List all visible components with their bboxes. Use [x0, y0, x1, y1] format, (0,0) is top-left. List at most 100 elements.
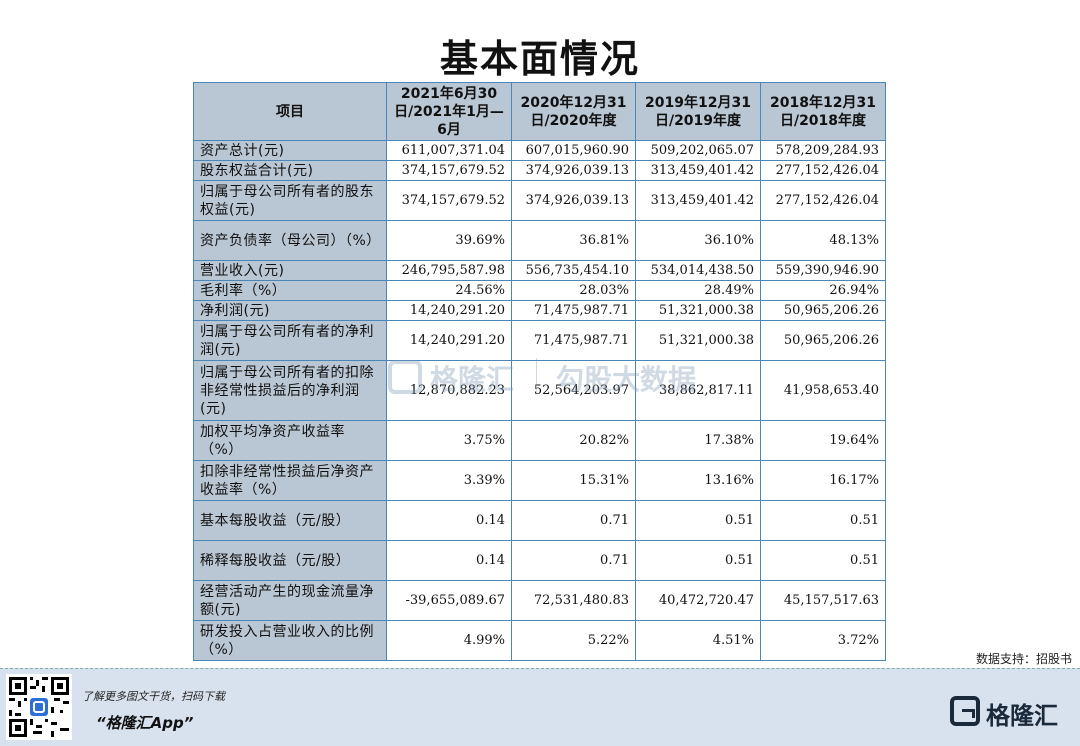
table-row: 资产总计(元) 611,007,371.04 607,015,960.90 509,2… [193, 140, 886, 161]
brand-logo: 格隆汇 [950, 692, 1070, 732]
header-period-2020: 2020年12月31日/2020年度 [511, 82, 636, 141]
row-value: 50,965,206.26 [760, 300, 886, 321]
row-label: 归属于母公司所有者的扣除非经常性损益后的净利润(元) [193, 360, 387, 421]
row-value: 45,157,517.63 [760, 580, 886, 621]
row-value: 0.71 [511, 540, 636, 581]
row-label: 资产总计(元) [193, 140, 387, 161]
data-source-note: 数据支持：招股书 [975, 652, 1072, 666]
table-row: 归属于母公司所有者的扣除非经常性损益后的净利润(元) 12,870,882.23 5… [193, 360, 886, 421]
row-value: 28.49% [635, 280, 761, 301]
row-value: 51,321,000.38 [635, 300, 761, 321]
row-value: 313,459,401.42 [635, 160, 761, 181]
row-value: 556,735,454.10 [511, 260, 636, 281]
row-value: 3.72% [760, 620, 886, 661]
footer-app-name: “格隆汇App” [96, 714, 194, 732]
row-value: 39.69% [386, 220, 512, 261]
row-label: 稀释每股收益（元/股） [193, 540, 387, 581]
row-value: 36.81% [511, 220, 636, 261]
row-label: 归属于母公司所有者的净利润(元) [193, 320, 387, 361]
row-value: 28.03% [511, 280, 636, 301]
row-value: 4.99% [386, 620, 512, 661]
table-row: 毛利率（%） 24.56% 28.03% 28.49% 26.94% [193, 280, 886, 301]
footer-tagline: 了解更多图文干货，扫码下载 [82, 690, 225, 703]
row-value: 71,475,987.71 [511, 320, 636, 361]
table-row: 经营活动产生的现金流量净额(元) -39,655,089.67 72,531,480… [193, 580, 886, 621]
footer-divider [0, 668, 1080, 670]
brand-logo-text: 格隆汇 [986, 702, 1058, 730]
row-value: 41,958,653.40 [760, 360, 886, 421]
row-value: 0.51 [760, 540, 886, 581]
row-value: 40,472,720.47 [635, 580, 761, 621]
financial-table: 项目 2021年6月30日/2021年1月—6月 2020年12月31日/202… [193, 82, 886, 661]
row-value: 509,202,065.07 [635, 140, 761, 161]
row-value: 578,209,284.93 [760, 140, 886, 161]
row-value: 0.14 [386, 500, 512, 541]
row-value: 13.16% [635, 460, 761, 501]
row-value: 0.51 [635, 500, 761, 541]
row-value: 52,564,203.97 [511, 360, 636, 421]
row-value: 16.17% [760, 460, 886, 501]
header-period-2018: 2018年12月31日/2018年度 [760, 82, 886, 141]
row-value: 607,015,960.90 [511, 140, 636, 161]
row-value: -39,655,089.67 [386, 580, 512, 621]
row-value: 374,157,679.52 [386, 160, 512, 181]
row-value: 5.22% [511, 620, 636, 661]
row-value: 15.31% [511, 460, 636, 501]
row-value: 374,157,679.52 [386, 180, 512, 221]
footer-bar: 了解更多图文干货，扫码下载 “格隆汇App” 格隆汇 [0, 668, 1080, 746]
table-row: 净利润(元) 14,240,291.20 71,475,987.71 51,321,0… [193, 300, 886, 321]
row-value: 24.56% [386, 280, 512, 301]
row-value: 48.13% [760, 220, 886, 261]
row-value: 534,014,438.50 [635, 260, 761, 281]
row-value: 277,152,426.04 [760, 180, 886, 221]
row-value: 50,965,206.26 [760, 320, 886, 361]
table-row: 股东权益合计(元) 374,157,679.52 374,926,039.13 313… [193, 160, 886, 181]
row-label: 资产负债率（母公司）（%） [193, 220, 387, 261]
table-row: 研发投入占营业收入的比例（%） 4.99% 5.22% 4.51% 3.72% [193, 620, 886, 661]
row-value: 0.71 [511, 500, 636, 541]
table-row: 归属于母公司所有者的净利润(元) 14,240,291.20 71,475,987.… [193, 320, 886, 361]
table-row: 扣除非经常性损益后净资产收益率（%） 3.39% 15.31% 13.16% 16.17… [193, 460, 886, 501]
row-value: 12,870,882.23 [386, 360, 512, 421]
row-value: 17.38% [635, 420, 761, 461]
row-value: 38,862,817.11 [635, 360, 761, 421]
row-label: 基本每股收益（元/股） [193, 500, 387, 541]
row-value: 14,240,291.20 [386, 320, 512, 361]
row-value: 559,390,946.90 [760, 260, 886, 281]
table-row: 营业收入(元) 246,795,587.98 556,735,454.10 534,0… [193, 260, 886, 281]
row-value: 3.39% [386, 460, 512, 501]
row-value: 51,321,000.38 [635, 320, 761, 361]
row-label: 归属于母公司所有者的股东权益(元) [193, 180, 387, 221]
row-value: 19.64% [760, 420, 886, 461]
table-row: 稀释每股收益（元/股） 0.14 0.71 0.51 0.51 [193, 540, 886, 581]
row-value: 3.75% [386, 420, 512, 461]
row-label: 净利润(元) [193, 300, 387, 321]
row-value: 71,475,987.71 [511, 300, 636, 321]
row-label: 毛利率（%） [193, 280, 387, 301]
table-row: 归属于母公司所有者的股东权益(元) 374,157,679.52 374,926,0… [193, 180, 886, 221]
row-label: 扣除非经常性损益后净资产收益率（%） [193, 460, 387, 501]
header-period-2019: 2019年12月31日/2019年度 [635, 82, 761, 141]
row-value: 36.10% [635, 220, 761, 261]
row-label: 研发投入占营业收入的比例（%） [193, 620, 387, 661]
row-value: 14,240,291.20 [386, 300, 512, 321]
row-value: 0.51 [635, 540, 761, 581]
qr-code-icon[interactable] [6, 674, 72, 740]
row-value: 313,459,401.42 [635, 180, 761, 221]
row-value: 374,926,039.13 [511, 160, 636, 181]
header-period-2021h1: 2021年6月30日/2021年1月—6月 [386, 82, 512, 141]
row-value: 277,152,426.04 [760, 160, 886, 181]
table-row: 加权平均净资产收益率（%） 3.75% 20.82% 17.38% 19.64% [193, 420, 886, 461]
row-value: 26.94% [760, 280, 886, 301]
row-value: 611,007,371.04 [386, 140, 512, 161]
row-value: 4.51% [635, 620, 761, 661]
brand-logo-icon [950, 696, 980, 726]
table-header-row: 项目 2021年6月30日/2021年1月—6月 2020年12月31日/202… [193, 82, 886, 141]
table-row: 基本每股收益（元/股） 0.14 0.71 0.51 0.51 [193, 500, 886, 541]
page-title: 基本面情况 [439, 37, 640, 81]
row-value: 0.14 [386, 540, 512, 581]
header-item: 项目 [193, 82, 387, 141]
row-label: 股东权益合计(元) [193, 160, 387, 181]
row-label: 经营活动产生的现金流量净额(元) [193, 580, 387, 621]
row-value: 0.51 [760, 500, 886, 541]
